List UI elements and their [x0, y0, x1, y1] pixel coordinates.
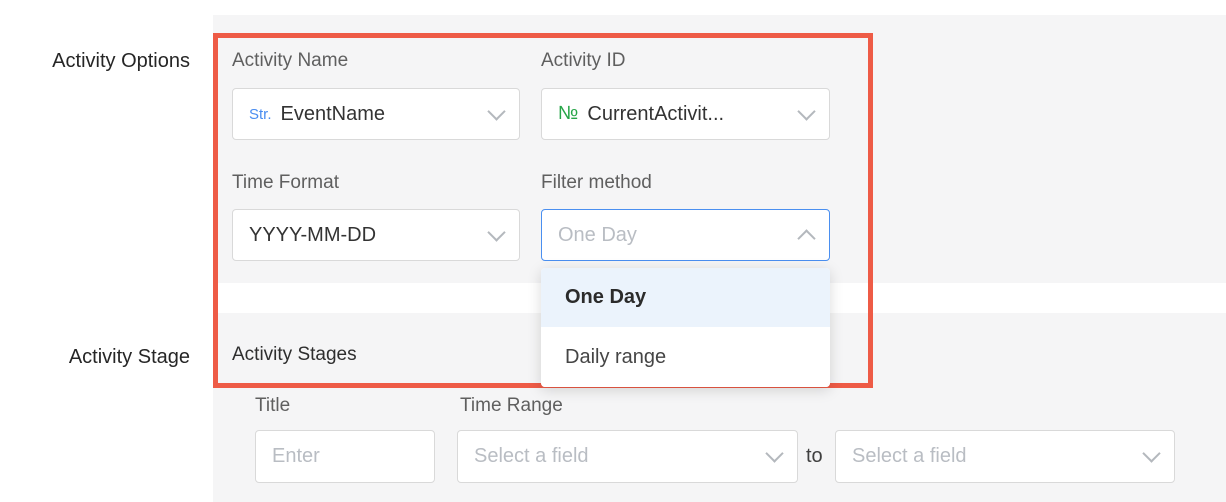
chevron-down-icon [1142, 444, 1161, 463]
chevron-up-icon [797, 228, 816, 248]
row-label-activity-options: Activity Options [52, 50, 190, 72]
dropdown-option-daily-range[interactable]: Daily range [541, 327, 830, 387]
activity-stages-heading: Activity Stages [232, 344, 357, 365]
string-type-icon: Str. [249, 105, 272, 123]
dropdown-option-one-day[interactable]: One Day [541, 268, 830, 327]
stage-title-input[interactable] [255, 430, 435, 483]
activity-name-value: EventName [280, 102, 386, 125]
chevron-down-icon [765, 444, 784, 463]
row-label-activity-stage: Activity Stage [68, 346, 190, 368]
time-format-select[interactable]: YYYY-MM-DD [232, 209, 520, 261]
filter-method-placeholder: One Day [558, 223, 637, 246]
chevron-down-icon [487, 101, 506, 121]
time-range-from-placeholder: Select a field [474, 445, 589, 467]
activity-id-label: Activity ID [541, 50, 626, 71]
time-format-label: Time Format [232, 172, 339, 193]
filter-method-label: Filter method [541, 172, 652, 193]
filter-method-select[interactable]: One Day [541, 209, 830, 261]
number-type-icon: № [558, 103, 579, 124]
chevron-down-icon [487, 222, 506, 242]
time-range-to-placeholder: Select a field [852, 445, 967, 467]
chevron-down-icon [797, 101, 816, 121]
activity-id-value: CurrentActivit... [587, 102, 725, 125]
time-range-label: Time Range [460, 395, 563, 416]
activity-name-select[interactable]: Str. EventName [232, 88, 520, 140]
time-range-to-text: to [806, 445, 823, 467]
filter-method-dropdown-menu: One Day Daily range [541, 268, 830, 387]
time-format-value: YYYY-MM-DD [249, 223, 377, 246]
time-range-to-select[interactable]: Select a field [835, 430, 1175, 483]
activity-name-label: Activity Name [232, 50, 349, 71]
activity-id-select[interactable]: № CurrentActivit... [541, 88, 830, 140]
time-range-from-select[interactable]: Select a field [457, 430, 798, 483]
stage-title-label: Title [255, 395, 291, 416]
